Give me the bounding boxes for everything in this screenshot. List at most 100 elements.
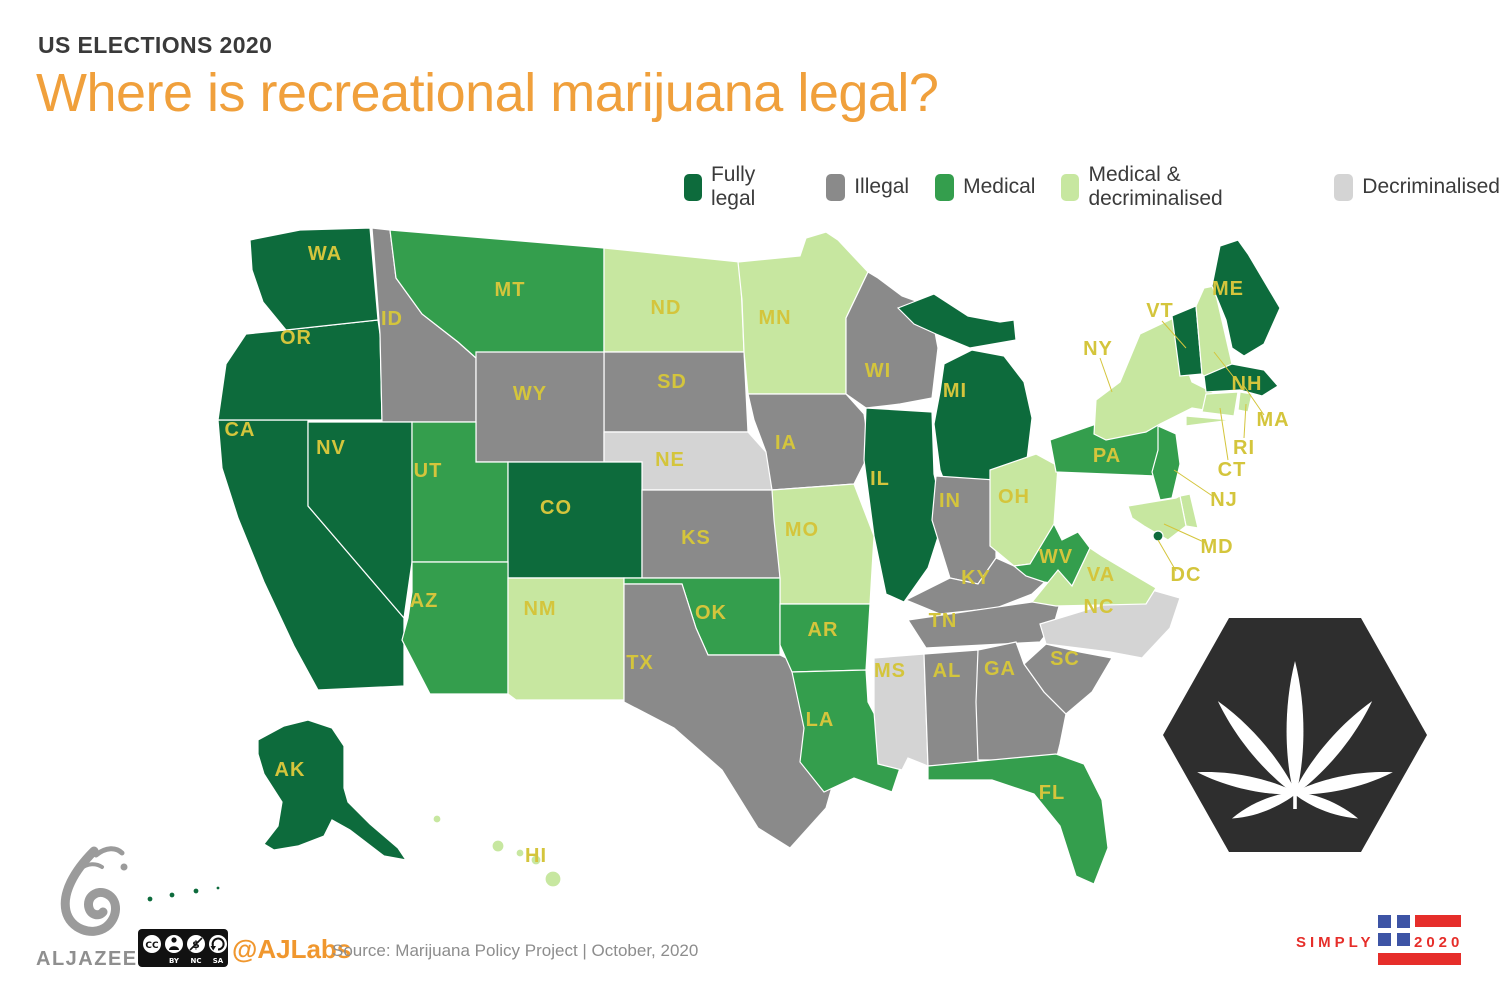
state-WI — [845, 271, 939, 409]
cannabis-hex-badge — [1150, 605, 1440, 870]
svg-text:NC: NC — [191, 957, 202, 965]
state-AK — [215, 885, 221, 891]
state-GA — [975, 641, 1067, 761]
state-label-NY: NY — [1083, 338, 1113, 360]
state-label-IL: IL — [870, 468, 890, 490]
state-label-ID: ID — [381, 308, 403, 330]
state-IL — [863, 407, 945, 603]
state-HI — [515, 848, 525, 858]
state-SC — [1023, 643, 1113, 715]
flag-square — [1397, 915, 1410, 928]
flag-square — [1378, 933, 1391, 946]
state-label-NE: NE — [655, 449, 685, 471]
state-label-IA: IA — [775, 432, 797, 454]
state-label-MT: MT — [495, 279, 526, 301]
state-label-MN: MN — [758, 307, 791, 329]
state-WV — [1012, 522, 1091, 587]
state-label-UT: UT — [414, 460, 443, 482]
state-label-WY: WY — [513, 383, 547, 405]
kicker: US ELECTIONS 2020 — [38, 32, 273, 58]
state-HI — [530, 854, 542, 866]
state-label-ME: ME — [1212, 278, 1244, 300]
state-label-TN: TN — [929, 610, 958, 632]
aljazeera-flame-icon — [60, 846, 128, 936]
state-label-KY: KY — [961, 567, 991, 589]
flag-stripe — [1378, 953, 1461, 965]
state-label-IN: IN — [939, 490, 961, 512]
state-WA — [249, 227, 379, 331]
legend: Fully legal Illegal Medical Medical & de… — [684, 163, 1500, 211]
state-NY — [1185, 415, 1233, 427]
state-label-CT: CT — [1218, 459, 1247, 481]
state-CO — [507, 461, 643, 579]
state-label-MO: MO — [785, 519, 819, 541]
state-label-NM: NM — [523, 598, 556, 620]
state-label-OH: OH — [998, 486, 1030, 508]
source-credit: Source: Marijuana Policy Project | Octob… — [332, 941, 699, 960]
state-KS — [641, 489, 781, 579]
aljazeera-wordmark: ALJAZEERA — [36, 948, 170, 970]
cannabis-leaf-icon — [1197, 661, 1393, 819]
cc-nc-icon: $ — [187, 935, 205, 953]
state-label-MI: MI — [943, 380, 967, 402]
state-label-SC: SC — [1050, 648, 1080, 670]
flag-square — [1397, 933, 1410, 946]
state-label-KS: KS — [681, 527, 711, 549]
ajlabs-handle: @AJLabs — [232, 934, 352, 964]
state-AK — [257, 719, 408, 861]
state-MI — [896, 293, 1017, 349]
state-NJ — [1151, 425, 1181, 501]
state-label-MA: MA — [1256, 409, 1289, 431]
label-leader-line — [1173, 469, 1215, 498]
state-AK — [192, 887, 200, 895]
legend-label: Decriminalised — [1362, 175, 1500, 198]
legend-swatch-fully-legal — [684, 173, 702, 201]
state-AZ — [401, 561, 509, 695]
legend-label: Medical & decriminalised — [1088, 163, 1223, 210]
page-title: Where is recreational marijuana legal? — [36, 63, 939, 123]
state-WY — [475, 351, 605, 463]
legend-item-medical-decriminalised: Medical & decriminalised — [1061, 163, 1308, 211]
state-MA — [1203, 363, 1279, 397]
label-leader-line — [1213, 351, 1237, 381]
state-label-CA: CA — [225, 419, 256, 441]
state-AK — [146, 895, 154, 903]
state-label-OK: OK — [695, 602, 727, 624]
legend-swatch-decriminalised — [1334, 173, 1354, 201]
state-VA — [1030, 547, 1157, 607]
state-label-TX: TX — [626, 652, 654, 674]
state-MO — [771, 483, 875, 605]
legend-item-decriminalised: Decriminalised — [1334, 173, 1500, 201]
state-NY — [1093, 315, 1229, 441]
svg-text:SA: SA — [213, 957, 224, 965]
label-leader-line — [1099, 357, 1113, 393]
legend-swatch-medical-decriminalised — [1061, 173, 1080, 201]
aljazeera-logo: ALJAZEERA — [36, 845, 170, 971]
state-label-NC: NC — [1084, 596, 1115, 618]
state-HI — [544, 870, 562, 888]
legend-item-medical: Medical — [935, 173, 1035, 201]
state-label-GA: GA — [984, 658, 1016, 680]
state-CT — [1201, 391, 1239, 417]
state-label-NJ: NJ — [1210, 489, 1238, 511]
simply-wordmark: SIMPLY — [1296, 934, 1375, 951]
state-label-LA: LA — [806, 709, 835, 731]
legend-swatch-illegal — [826, 173, 846, 201]
label-leader-line — [1243, 403, 1247, 439]
state-label-DC: DC — [1171, 564, 1202, 586]
state-label-FL: FL — [1039, 782, 1065, 804]
state-HI — [491, 839, 505, 853]
cc-by-icon — [165, 935, 183, 953]
state-label-VT: VT — [1146, 300, 1174, 322]
state-label-PA: PA — [1093, 445, 1121, 467]
state-label-CO: CO — [540, 497, 572, 519]
state-ME — [1211, 239, 1281, 357]
legend-label: Fully legal — [710, 163, 756, 210]
state-DC — [1152, 530, 1164, 542]
state-label-AR: AR — [808, 619, 839, 641]
state-FL — [927, 753, 1109, 885]
state-LA — [791, 669, 903, 793]
flag-square — [1378, 915, 1391, 928]
state-label-OR: OR — [280, 327, 312, 349]
